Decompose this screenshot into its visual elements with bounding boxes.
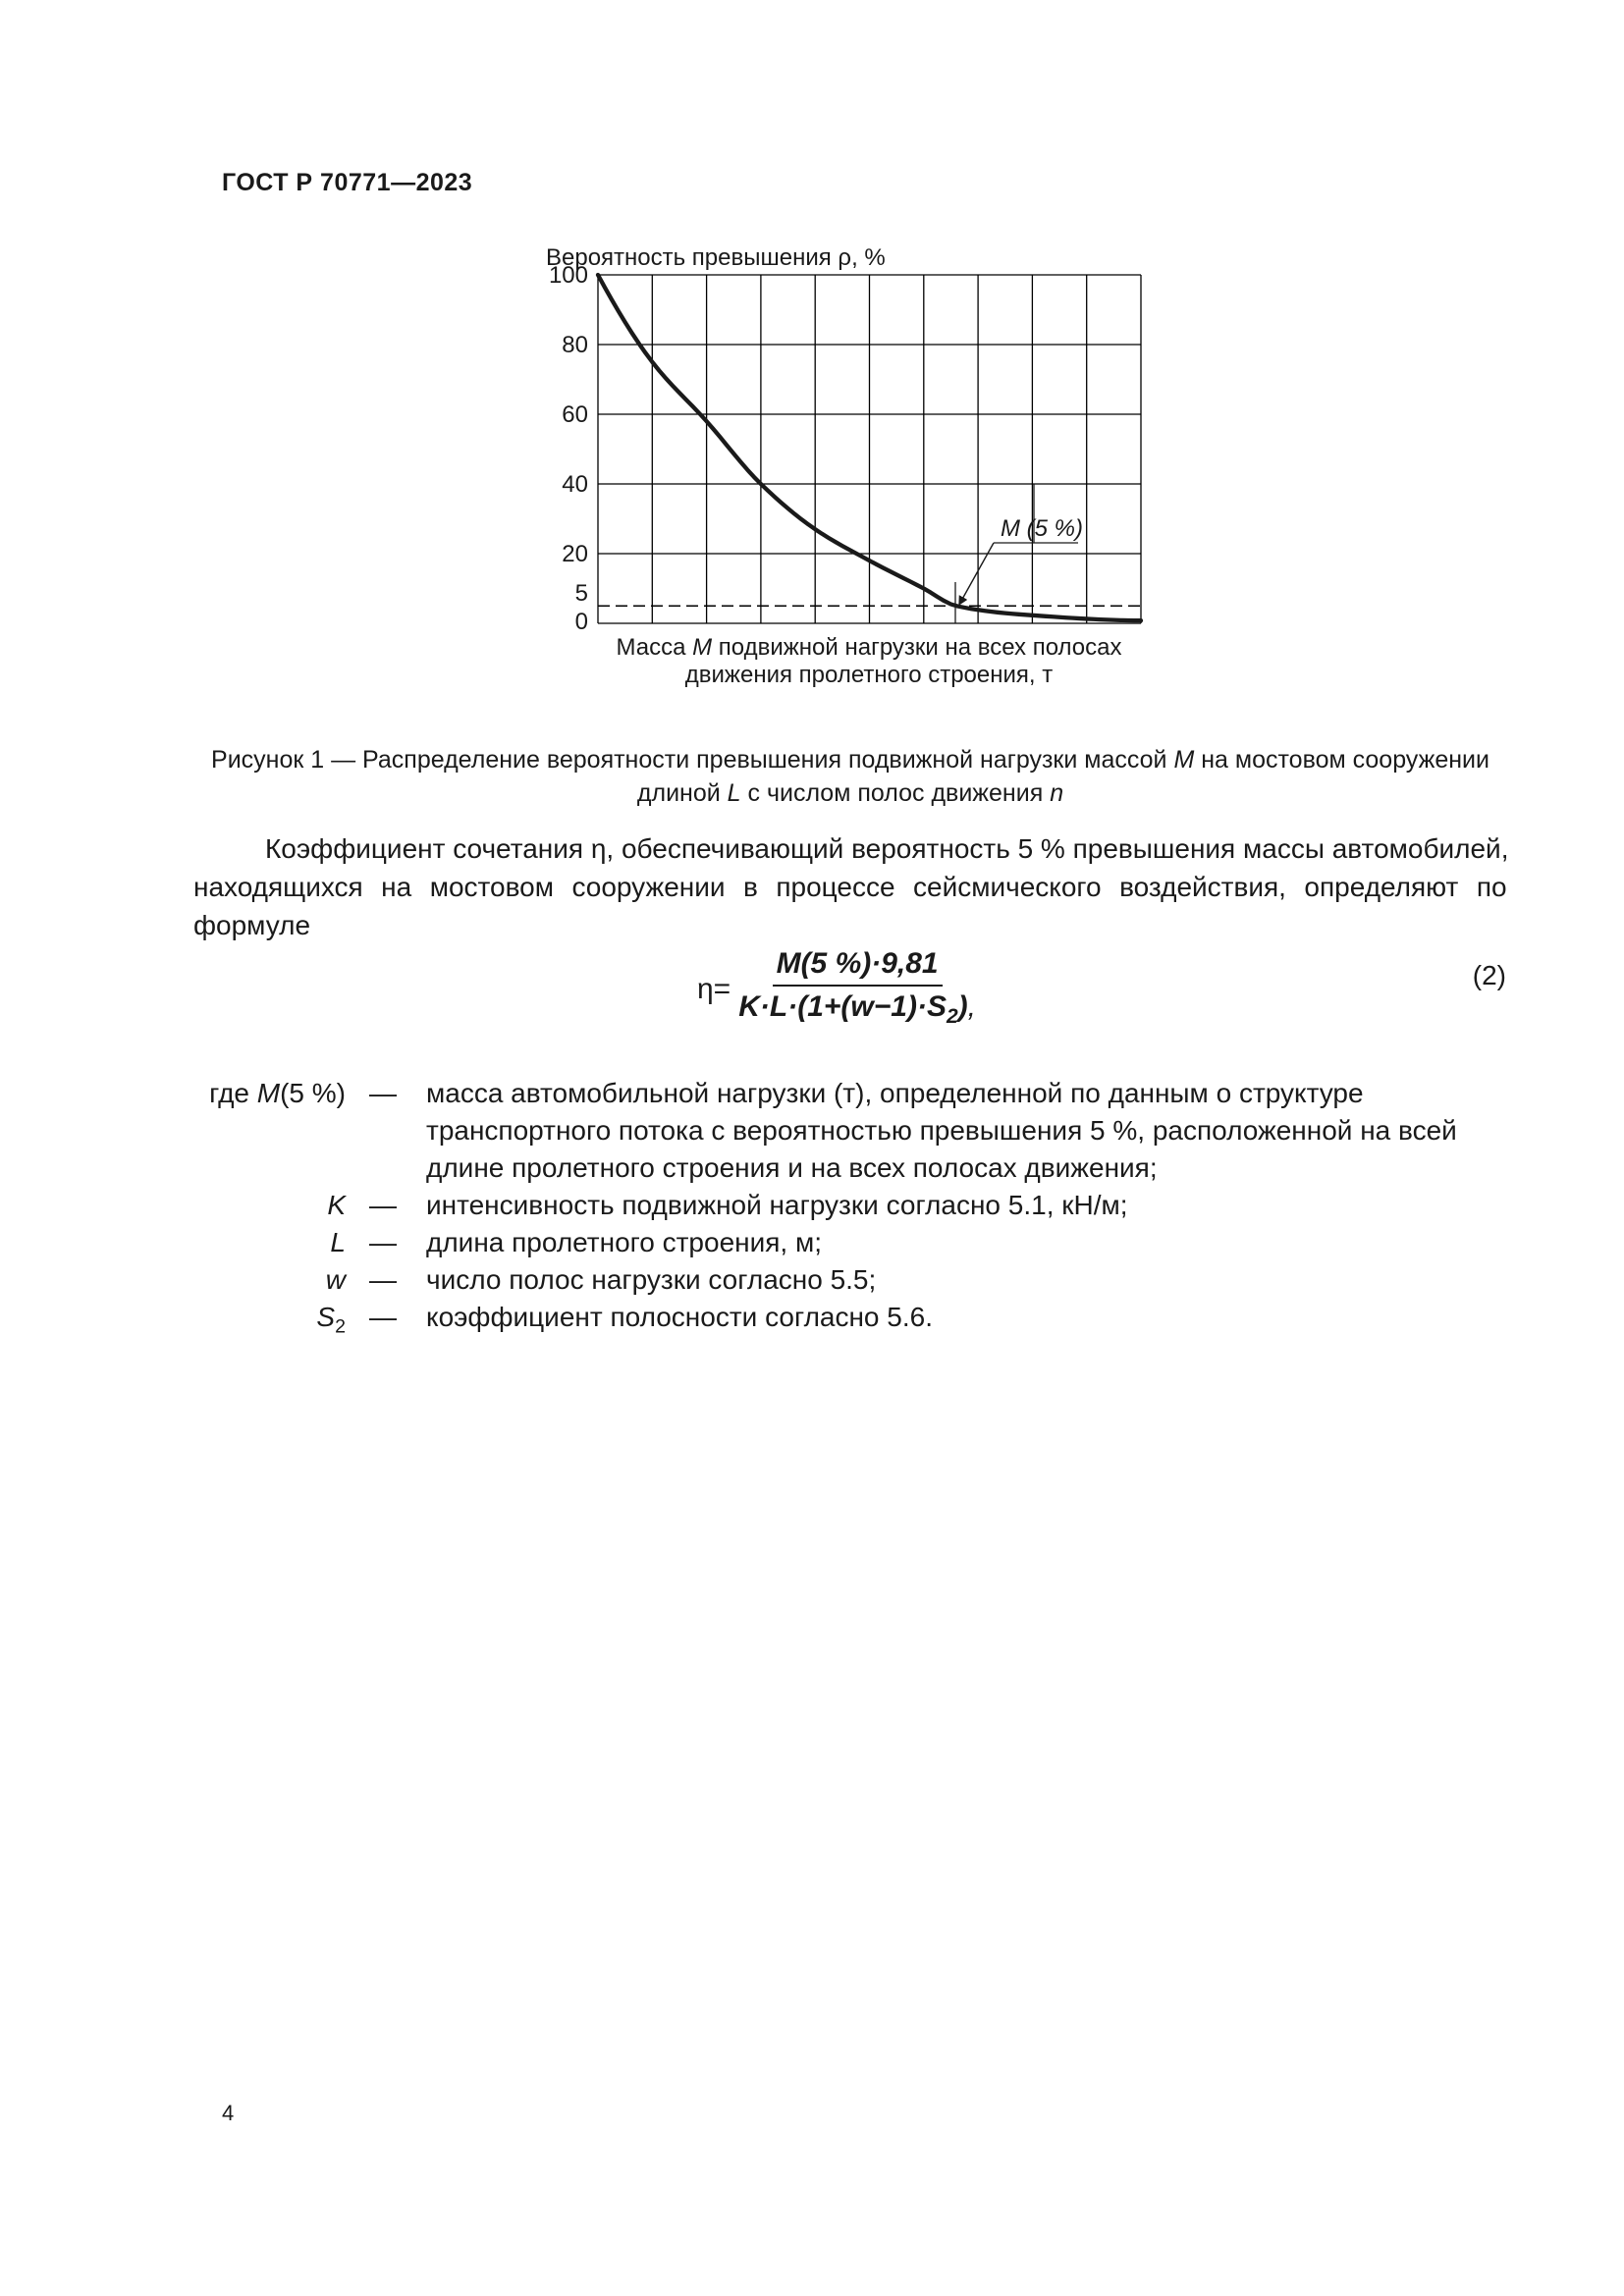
svg-text:20: 20 <box>562 541 588 567</box>
svg-text:движения пролетного строения,: движения пролетного строения, т <box>685 662 1053 688</box>
svg-text:100: 100 <box>549 262 588 289</box>
svg-text:80: 80 <box>562 332 588 358</box>
svg-text:40: 40 <box>562 471 588 498</box>
svg-text:Вероятность превышения ρ, %: Вероятность превышения ρ, % <box>546 244 886 271</box>
svg-text:0: 0 <box>575 609 588 635</box>
svg-text:Масса M подвижной нагрузки на: Масса M подвижной нагрузки на всех полос… <box>616 634 1121 661</box>
svg-text:M (5 %): M (5 %) <box>1001 515 1083 542</box>
svg-text:5: 5 <box>575 580 588 607</box>
svg-text:60: 60 <box>562 401 588 428</box>
